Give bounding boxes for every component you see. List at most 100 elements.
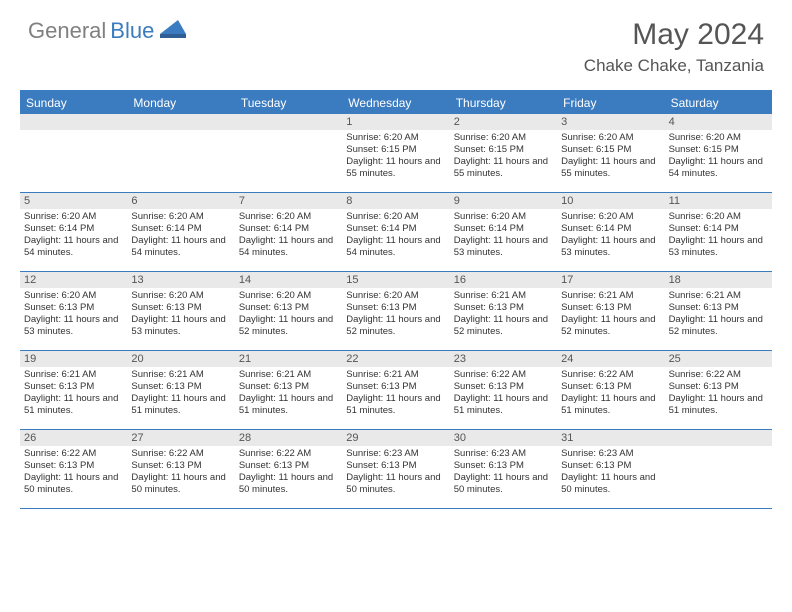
- day-details: Sunrise: 6:21 AMSunset: 6:13 PMDaylight:…: [450, 288, 557, 342]
- calendar-day-cell: 5Sunrise: 6:20 AMSunset: 6:14 PMDaylight…: [20, 193, 127, 271]
- day-details: [665, 446, 772, 452]
- day-details: Sunrise: 6:20 AMSunset: 6:14 PMDaylight:…: [665, 209, 772, 263]
- sunrise-text: Sunrise: 6:21 AM: [561, 290, 660, 302]
- daylight-text: Daylight: 11 hours and 51 minutes.: [24, 393, 123, 417]
- daylight-text: Daylight: 11 hours and 50 minutes.: [131, 472, 230, 496]
- sunset-text: Sunset: 6:13 PM: [24, 302, 123, 314]
- day-number: 8: [342, 193, 449, 209]
- weekday-header: Tuesday: [235, 92, 342, 114]
- page-header: GeneralBlue May 2024 Chake Chake, Tanzan…: [0, 0, 792, 84]
- sunrise-text: Sunrise: 6:21 AM: [24, 369, 123, 381]
- month-title: May 2024: [584, 18, 764, 52]
- daylight-text: Daylight: 11 hours and 52 minutes.: [669, 314, 768, 338]
- day-number: 31: [557, 430, 664, 446]
- sunrise-text: Sunrise: 6:20 AM: [561, 211, 660, 223]
- day-number: 13: [127, 272, 234, 288]
- daylight-text: Daylight: 11 hours and 52 minutes.: [561, 314, 660, 338]
- sunset-text: Sunset: 6:15 PM: [669, 144, 768, 156]
- day-details: Sunrise: 6:20 AMSunset: 6:13 PMDaylight:…: [127, 288, 234, 342]
- sunrise-text: Sunrise: 6:20 AM: [346, 211, 445, 223]
- sunset-text: Sunset: 6:13 PM: [454, 302, 553, 314]
- daylight-text: Daylight: 11 hours and 53 minutes.: [131, 314, 230, 338]
- daylight-text: Daylight: 11 hours and 52 minutes.: [346, 314, 445, 338]
- day-number: 27: [127, 430, 234, 446]
- sunset-text: Sunset: 6:13 PM: [131, 381, 230, 393]
- daylight-text: Daylight: 11 hours and 53 minutes.: [669, 235, 768, 259]
- sunset-text: Sunset: 6:13 PM: [239, 381, 338, 393]
- calendar-day-cell: [665, 430, 772, 508]
- calendar-day-cell: 10Sunrise: 6:20 AMSunset: 6:14 PMDayligh…: [557, 193, 664, 271]
- title-block: May 2024 Chake Chake, Tanzania: [584, 18, 764, 76]
- day-details: Sunrise: 6:20 AMSunset: 6:15 PMDaylight:…: [450, 130, 557, 184]
- sunrise-text: Sunrise: 6:20 AM: [24, 211, 123, 223]
- sunset-text: Sunset: 6:14 PM: [131, 223, 230, 235]
- calendar-day-cell: 30 Sunrise: 6:23 AMSunset: 6:13 PMDayligh…: [450, 430, 557, 508]
- calendar-day-cell: 23Sunrise: 6:22 AMSunset: 6:13 PMDayligh…: [450, 351, 557, 429]
- day-number: 30: [450, 430, 557, 446]
- location-subtitle: Chake Chake, Tanzania: [584, 56, 764, 76]
- daylight-text: Daylight: 11 hours and 52 minutes.: [239, 314, 338, 338]
- calendar-week-row: 26Sunrise: 6:22 AMSunset: 6:13 PMDayligh…: [20, 430, 772, 509]
- sunset-text: Sunset: 6:13 PM: [131, 302, 230, 314]
- calendar-day-cell: 2Sunrise: 6:20 AMSunset: 6:15 PMDaylight…: [450, 114, 557, 192]
- day-details: Sunrise: 6:23 AMSunset: 6:13 PMDaylight:…: [557, 446, 664, 500]
- weekday-header: Friday: [557, 92, 664, 114]
- day-number: 16: [450, 272, 557, 288]
- daylight-text: Daylight: 11 hours and 51 minutes.: [346, 393, 445, 417]
- calendar-day-cell: 6Sunrise: 6:20 AMSunset: 6:14 PMDaylight…: [127, 193, 234, 271]
- sunset-text: Sunset: 6:13 PM: [669, 302, 768, 314]
- calendar-day-cell: 3Sunrise: 6:20 AMSunset: 6:15 PMDaylight…: [557, 114, 664, 192]
- calendar-day-cell: 17Sunrise: 6:21 AMSunset: 6:13 PMDayligh…: [557, 272, 664, 350]
- calendar-day-cell: 7Sunrise: 6:20 AMSunset: 6:14 PMDaylight…: [235, 193, 342, 271]
- calendar-day-cell: 8Sunrise: 6:20 AMSunset: 6:14 PMDaylight…: [342, 193, 449, 271]
- sunset-text: Sunset: 6:14 PM: [669, 223, 768, 235]
- weekday-header: Sunday: [20, 92, 127, 114]
- sunrise-text: Sunrise: 6:21 AM: [454, 290, 553, 302]
- sunrise-text: Sunrise: 6:20 AM: [454, 132, 553, 144]
- daylight-text: Daylight: 11 hours and 51 minutes.: [454, 393, 553, 417]
- sunrise-text: Sunrise: 6:22 AM: [239, 448, 338, 460]
- day-details: Sunrise: 6:22 AMSunset: 6:13 PMDaylight:…: [665, 367, 772, 421]
- weekday-header-row: Sunday Monday Tuesday Wednesday Thursday…: [20, 92, 772, 114]
- calendar-day-cell: 22Sunrise: 6:21 AMSunset: 6:13 PMDayligh…: [342, 351, 449, 429]
- day-details: Sunrise: 6:20 AMSunset: 6:13 PMDaylight:…: [20, 288, 127, 342]
- calendar-day-cell: 18Sunrise: 6:21 AMSunset: 6:13 PMDayligh…: [665, 272, 772, 350]
- weekday-header: Saturday: [665, 92, 772, 114]
- calendar-day-cell: 29Sunrise: 6:23 AMSunset: 6:13 PMDayligh…: [342, 430, 449, 508]
- day-number: 25: [665, 351, 772, 367]
- sunrise-text: Sunrise: 6:20 AM: [239, 211, 338, 223]
- day-number: 11: [665, 193, 772, 209]
- daylight-text: Daylight: 11 hours and 52 minutes.: [454, 314, 553, 338]
- daylight-text: Daylight: 11 hours and 53 minutes.: [24, 314, 123, 338]
- day-details: Sunrise: 6:21 AMSunset: 6:13 PMDaylight:…: [557, 288, 664, 342]
- calendar-day-cell: 13Sunrise: 6:20 AMSunset: 6:13 PMDayligh…: [127, 272, 234, 350]
- sunset-text: Sunset: 6:13 PM: [454, 460, 553, 472]
- sunrise-text: Sunrise: 6:21 AM: [346, 369, 445, 381]
- calendar-week-row: 19Sunrise: 6:21 AMSunset: 6:13 PMDayligh…: [20, 351, 772, 430]
- day-details: [235, 130, 342, 136]
- calendar-day-cell: 20Sunrise: 6:21 AMSunset: 6:13 PMDayligh…: [127, 351, 234, 429]
- day-details: Sunrise: 6:22 AMSunset: 6:13 PMDaylight:…: [450, 367, 557, 421]
- daylight-text: Daylight: 11 hours and 50 minutes.: [454, 472, 553, 496]
- day-number: 19: [20, 351, 127, 367]
- sunrise-text: Sunrise: 6:22 AM: [561, 369, 660, 381]
- sunrise-text: Sunrise: 6:20 AM: [346, 290, 445, 302]
- calendar-day-cell: 28Sunrise: 6:22 AMSunset: 6:13 PMDayligh…: [235, 430, 342, 508]
- daylight-text: Daylight: 11 hours and 54 minutes.: [346, 235, 445, 259]
- sunset-text: Sunset: 6:13 PM: [239, 302, 338, 314]
- daylight-text: Daylight: 11 hours and 55 minutes.: [561, 156, 660, 180]
- sunrise-text: Sunrise: 6:23 AM: [454, 448, 553, 460]
- day-number: 5: [20, 193, 127, 209]
- sunset-text: Sunset: 6:13 PM: [669, 381, 768, 393]
- day-number: 23: [450, 351, 557, 367]
- day-details: Sunrise: 6:20 AMSunset: 6:13 PMDaylight:…: [235, 288, 342, 342]
- daylight-text: Daylight: 11 hours and 55 minutes.: [454, 156, 553, 180]
- sunset-text: Sunset: 6:13 PM: [24, 460, 123, 472]
- sunset-text: Sunset: 6:13 PM: [346, 302, 445, 314]
- sunset-text: Sunset: 6:13 PM: [131, 460, 230, 472]
- daylight-text: Daylight: 11 hours and 54 minutes.: [669, 156, 768, 180]
- sunset-text: Sunset: 6:13 PM: [24, 381, 123, 393]
- sunset-text: Sunset: 6:14 PM: [561, 223, 660, 235]
- day-details: Sunrise: 6:22 AMSunset: 6:13 PMDaylight:…: [235, 446, 342, 500]
- day-number: 26: [20, 430, 127, 446]
